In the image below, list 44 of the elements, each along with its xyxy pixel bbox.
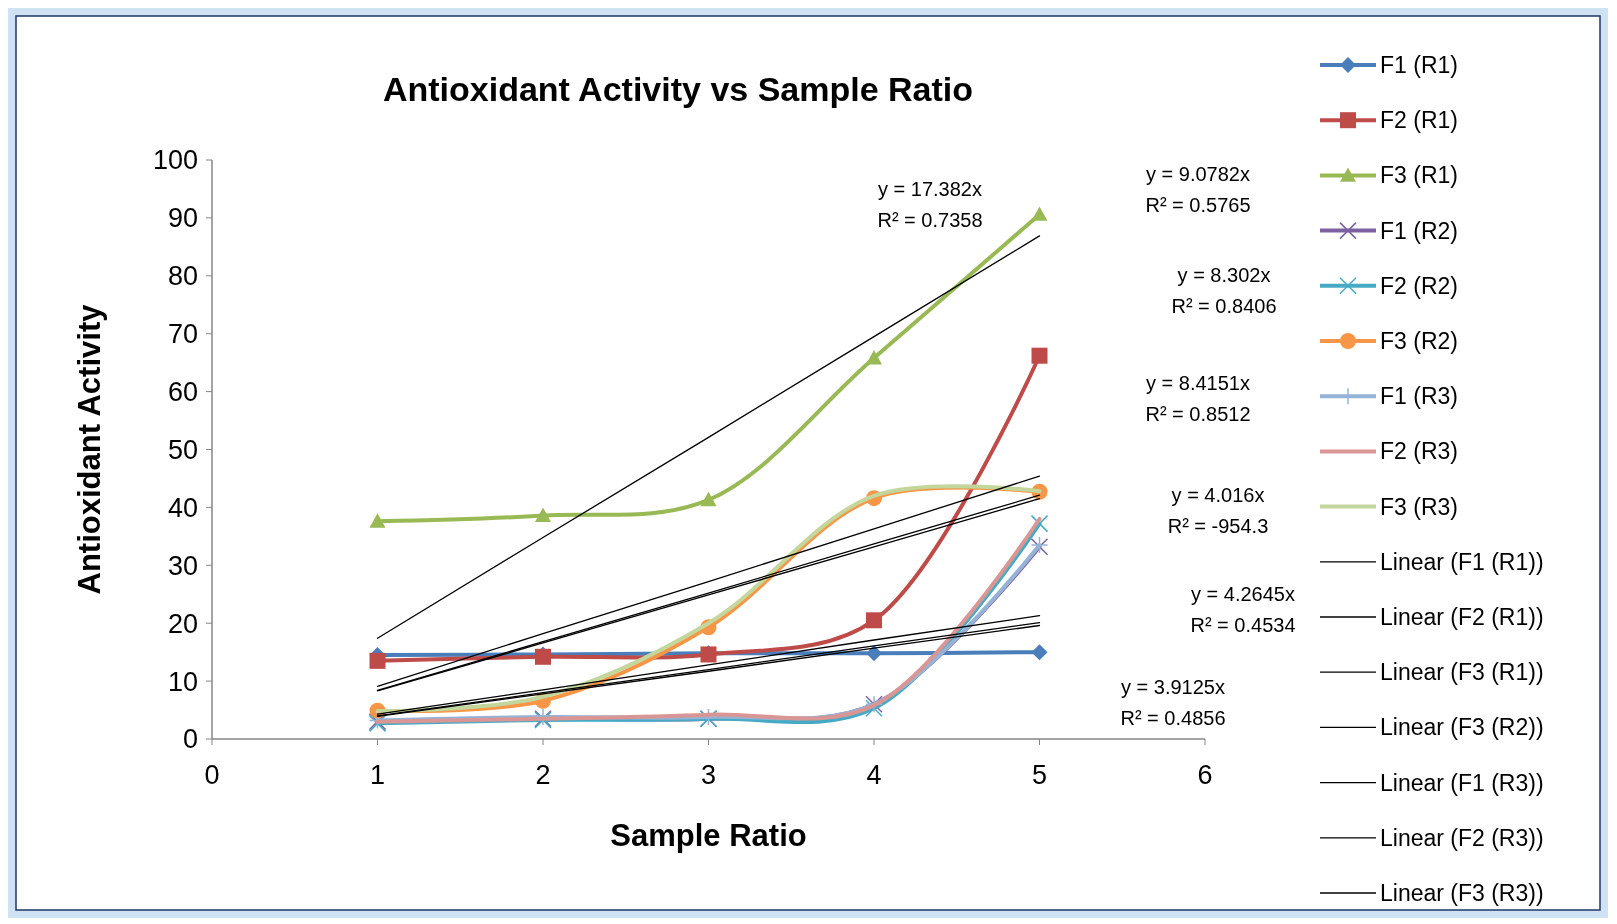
y-tick-label: 50 bbox=[167, 434, 198, 465]
y-tick-label: 100 bbox=[152, 145, 198, 176]
y-axis-title: Antioxidant Activity bbox=[72, 303, 107, 595]
legend-label: F3 (R3) bbox=[1380, 493, 1458, 520]
annotation: y = 8.4151x R² = 0.8512 bbox=[1145, 372, 1251, 425]
annotation: y = 17.382x R² = 0.7358 bbox=[877, 178, 983, 231]
x-tick-label: 4 bbox=[866, 760, 882, 790]
x-tick-label: 1 bbox=[369, 760, 386, 790]
x-tick-label: 5 bbox=[1031, 760, 1048, 790]
y-tick-label: 60 bbox=[167, 377, 198, 408]
legend-label: F1 (R3) bbox=[1380, 383, 1458, 410]
legend-label: Linear (F1 (R1)) bbox=[1380, 548, 1544, 575]
legend-label: F1 (R1) bbox=[1380, 52, 1458, 79]
y-tick-label: 70 bbox=[167, 319, 198, 350]
y-tick-label: 10 bbox=[167, 666, 198, 697]
annotation: y = 4.016x R² = -954.3 bbox=[1167, 484, 1269, 537]
legend-label: Linear (F3 (R2)) bbox=[1380, 714, 1544, 741]
y-tick-label: 80 bbox=[167, 261, 198, 292]
legend-label: Linear (F2 (R1)) bbox=[1380, 604, 1544, 631]
legend-label: F2 (R1) bbox=[1380, 107, 1458, 134]
x-tick-label: 6 bbox=[1197, 760, 1213, 790]
y-tick-label: 90 bbox=[167, 203, 198, 234]
x-tick-label: 2 bbox=[535, 760, 551, 790]
legend-label: F3 (R1) bbox=[1380, 162, 1458, 189]
legend-label: Linear (F2 (R3)) bbox=[1380, 824, 1544, 851]
legend-label: Linear (F3 (R1)) bbox=[1380, 659, 1544, 686]
legend-label: F1 (R2) bbox=[1380, 217, 1458, 244]
x-tick-label: 0 bbox=[204, 760, 220, 790]
y-tick-label: 40 bbox=[167, 492, 198, 523]
legend-label: Linear (F1 (R3)) bbox=[1380, 769, 1544, 796]
annotation: y = 8.302x R² = 0.8406 bbox=[1171, 264, 1277, 317]
y-tick-label: 20 bbox=[167, 608, 198, 639]
legend-label: Linear (F3 (R3)) bbox=[1380, 880, 1544, 907]
legend-label: F2 (R3) bbox=[1380, 438, 1458, 465]
y-tick-label: 0 bbox=[182, 724, 198, 755]
legend-label: F2 (R2) bbox=[1380, 272, 1458, 299]
annotation: y = 3.9125x R² = 0.4856 bbox=[1120, 676, 1226, 729]
legend-label: F3 (R2) bbox=[1380, 328, 1458, 355]
x-tick-label: 3 bbox=[700, 760, 717, 790]
annotation: y = 4.2645x R² = 0.4534 bbox=[1190, 583, 1296, 636]
y-tick-label: 30 bbox=[167, 550, 198, 581]
chart-title: Antioxidant Activity vs Sample Ratio bbox=[382, 70, 974, 108]
x-axis-title: Sample Ratio bbox=[610, 818, 807, 853]
annotation: y = 9.0782x R² = 0.5765 bbox=[1145, 163, 1251, 216]
